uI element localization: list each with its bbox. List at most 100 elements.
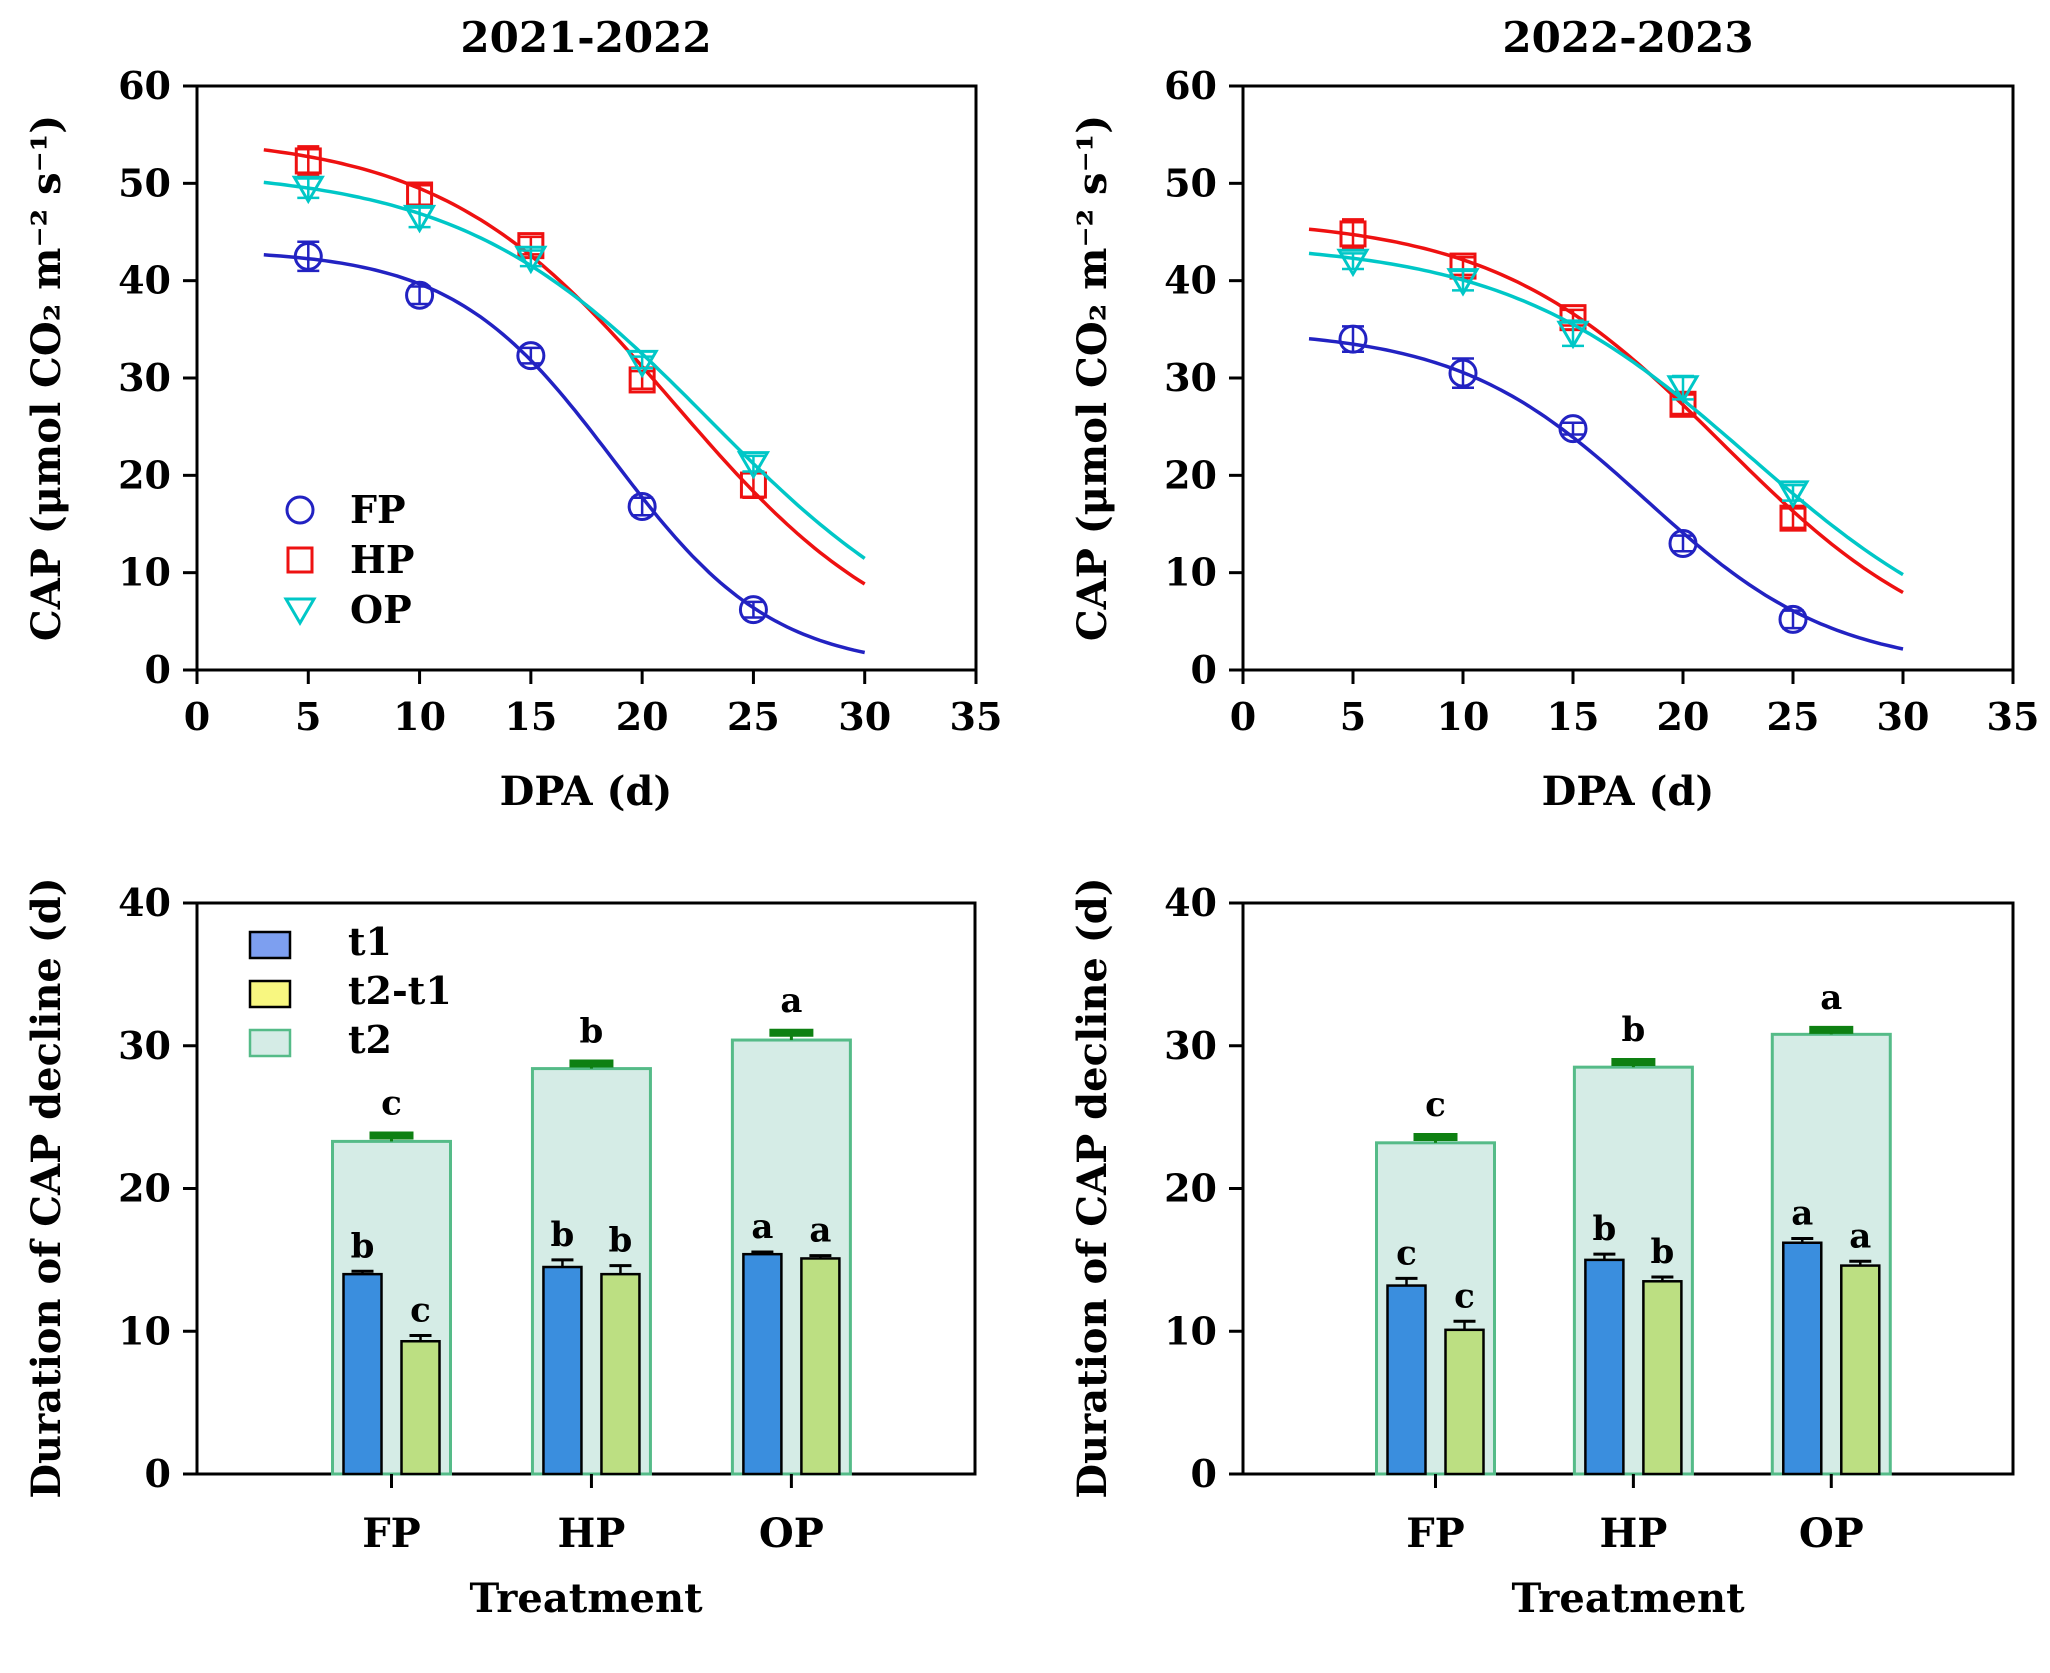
legend-label-OP: OP — [350, 587, 412, 632]
bar-t1-OP — [742, 1252, 783, 1476]
x-tick-label: 20 — [1657, 694, 1710, 739]
bar-t1-OP — [1782, 1241, 1823, 1476]
fit-curve-OP — [1308, 251, 1904, 577]
x-tick-label: 0 — [1230, 694, 1256, 739]
series-OP — [263, 175, 866, 560]
y-tick-label: 0 — [1191, 647, 1217, 692]
category-label-OP: OP — [759, 1510, 824, 1557]
x-tick-label: 20 — [616, 694, 669, 739]
y-tick-label: 10 — [118, 550, 171, 595]
sig-letter-t2-OP: a — [780, 981, 802, 1021]
y-tick-label: 30 — [118, 1023, 171, 1068]
bar-t2-t1-HP — [600, 1272, 641, 1476]
point-OP-dpa20 — [1666, 375, 1700, 404]
series-FP — [263, 240, 866, 655]
y-tick-label: 10 — [118, 1308, 171, 1353]
bar-t1-FP — [342, 1272, 383, 1476]
sig-letter-t2-FP: c — [1425, 1085, 1446, 1125]
sig-letter-t2-t1-FP: c — [1454, 1276, 1475, 1316]
category-label-FP: FP — [362, 1510, 420, 1557]
point-OP-dpa20 — [625, 349, 659, 379]
y-tick-label: 20 — [1164, 452, 1217, 497]
panel-duration-2022-2023: 0 10 20 30 40 Treatment Duration of CAP declin… — [1069, 877, 2015, 1622]
point-OP-dpa5 — [1336, 248, 1370, 278]
sig-letter-t2-t1-OP: a — [1849, 1216, 1871, 1256]
sig-letter-t2-t1-HP: b — [1650, 1232, 1674, 1272]
y-axis-label: Duration of CAP decline (d) — [23, 877, 70, 1498]
y-tick-label: 20 — [118, 1166, 171, 1211]
bar-t2-t1-FP — [1444, 1328, 1485, 1476]
legend-label-HP: HP — [350, 537, 414, 582]
series-OP — [1308, 248, 1904, 577]
point-FP-dpa25 — [738, 595, 768, 625]
category-label-FP: FP — [1406, 1510, 1464, 1557]
point-HP-dpa5 — [1339, 220, 1367, 248]
y-tick-label: 60 — [118, 63, 171, 108]
fit-curve-FP — [1308, 337, 1904, 651]
point-OP-dpa10 — [402, 204, 437, 234]
fit-curve-HP — [263, 148, 866, 586]
sig-letter-t1-FP: b — [351, 1226, 375, 1266]
y-tick-label: 50 — [118, 160, 171, 205]
plot-box — [1241, 84, 2015, 672]
x-tick-label: 35 — [1987, 694, 2040, 739]
x-tick-label: 15 — [1547, 694, 1600, 739]
point-FP-dpa5 — [293, 241, 323, 271]
y-tick-label: 40 — [1164, 258, 1217, 303]
panel-cap-2021-2022: 0 5 10 15 20 25 30 35 0 10 20 30 40 50 60 2021-2022 DPA … — [23, 13, 1002, 815]
legend-label-FP: FP — [350, 487, 406, 532]
point-FP-dpa20 — [627, 491, 657, 521]
x-axis-label: Treatment — [1511, 1575, 1745, 1622]
panel-cap-2022-2023: 0 5 10 15 20 25 30 35 0 10 20 30 40 50 60 2022-2023 DPA … — [1069, 13, 2039, 815]
point-FP-dpa10 — [1448, 358, 1478, 388]
x-tick-label: 0 — [184, 694, 210, 739]
fit-curve-HP — [1308, 227, 1904, 595]
category-label-HP: HP — [558, 1510, 626, 1557]
point-FP-dpa15 — [516, 341, 546, 371]
category-label-OP: OP — [1799, 1510, 1864, 1557]
x-tick-label: 25 — [727, 694, 780, 739]
y-axis-label: CAP (μmol CO₂ m⁻² s⁻¹) — [23, 115, 70, 641]
bar-t1-HP — [542, 1265, 583, 1476]
category-label-HP: HP — [1599, 1510, 1667, 1557]
sig-letter-t1-FP: c — [1396, 1233, 1417, 1273]
legend-swatch-t2 — [248, 1028, 292, 1058]
point-FP-dpa10 — [405, 280, 435, 310]
y-axis-label: CAP (μmol CO₂ m⁻² s⁻¹) — [1069, 115, 1116, 641]
sig-letter-t1-HP: b — [1592, 1209, 1616, 1249]
legend-label-t2-t1: t2-t1 — [348, 968, 452, 1013]
point-OP-dpa15 — [1556, 320, 1590, 350]
y-axis-label: Duration of CAP decline (d) — [1069, 877, 1116, 1498]
y-tick-label: 40 — [1164, 880, 1217, 925]
legend-label-t2: t2 — [348, 1017, 392, 1062]
y-tick-label: 50 — [1164, 160, 1217, 205]
series-FP — [1308, 324, 1904, 651]
legend-label-t1: t1 — [348, 919, 392, 964]
y-tick-label: 20 — [118, 452, 171, 497]
point-FP-dpa20 — [1668, 528, 1698, 558]
y-tick-label: 10 — [1164, 550, 1217, 595]
sig-letter-t2-FP: c — [381, 1084, 402, 1124]
y-tick-label: 0 — [145, 647, 171, 692]
point-HP-dpa25 — [739, 471, 767, 499]
y-tick-label: 40 — [118, 880, 171, 925]
x-axis-label: DPA (d) — [500, 768, 673, 815]
point-FP-dpa25 — [1778, 604, 1808, 634]
x-tick-label: 25 — [1767, 694, 1820, 739]
sig-letter-t1-HP: b — [551, 1215, 575, 1255]
sig-letter-t2-t1-OP: a — [809, 1211, 831, 1251]
point-FP-dpa5 — [1338, 324, 1368, 354]
point-OP-dpa5 — [291, 175, 325, 205]
sig-letter-t1-OP: a — [751, 1207, 773, 1247]
x-axis-label: DPA (d) — [1542, 768, 1715, 815]
bar-t1-FP — [1386, 1284, 1427, 1476]
bar-t2-t1-OP — [800, 1257, 841, 1476]
x-tick-label: 35 — [950, 694, 1003, 739]
y-tick-label: 30 — [1164, 355, 1217, 400]
x-tick-label: 30 — [1877, 694, 1930, 739]
legend-swatch-t1 — [248, 930, 292, 960]
bar-t2-t1-FP — [400, 1339, 441, 1476]
y-tick-label: 30 — [1164, 1023, 1217, 1068]
x-tick-label: 10 — [1437, 694, 1490, 739]
